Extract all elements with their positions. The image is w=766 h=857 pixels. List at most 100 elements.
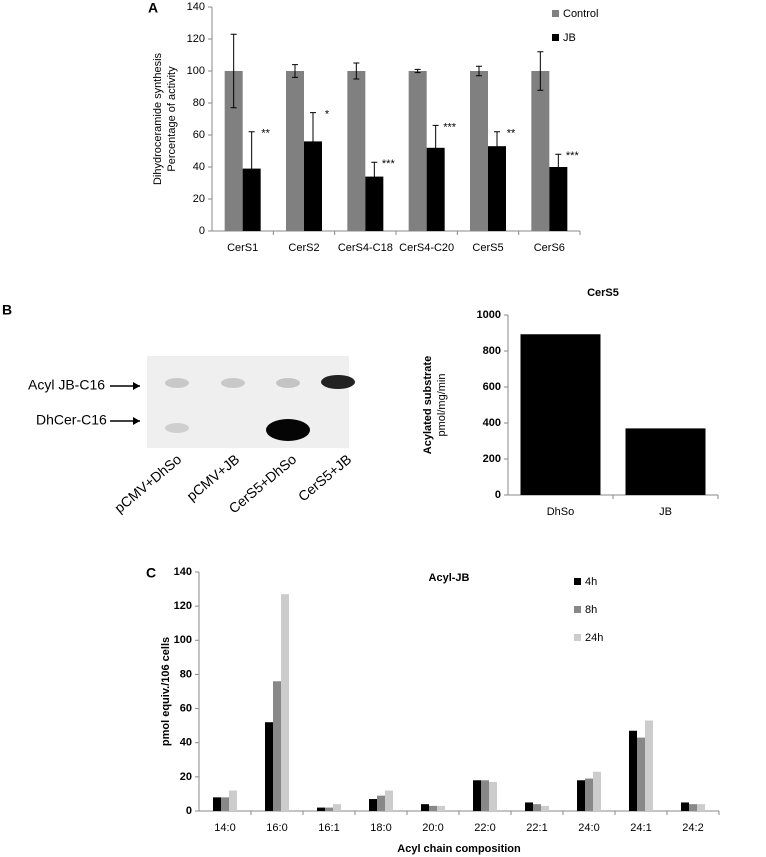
x-tick-label: JB: [659, 506, 672, 518]
y-tick-label: 120: [187, 33, 205, 45]
bar: [347, 71, 366, 231]
gel: Acyl JB-C16 DhCer-C16 pCMV+DhSo pCMV+JB …: [28, 356, 355, 516]
chart-title: Acyl-JB: [429, 572, 470, 584]
legend-swatch: [574, 634, 581, 641]
bar: [221, 797, 229, 811]
x-tick-label: 24:2: [682, 822, 703, 834]
y-tick-label: 0: [199, 225, 205, 237]
bar: [488, 146, 506, 231]
x-tick-label: 24:1: [630, 822, 651, 834]
error-bar: [292, 64, 298, 78]
x-tick-label: 18:0: [370, 822, 391, 834]
error-bar: [494, 131, 500, 162]
bar: [577, 780, 585, 811]
lane-label: pCMV+DhSo: [111, 451, 184, 516]
y-tick-label: 80: [180, 668, 192, 680]
bar: [473, 780, 481, 811]
bar: [429, 805, 437, 811]
error-bar: [537, 51, 544, 91]
x-tick-label: CerS6: [534, 242, 565, 254]
y-tick-label: 40: [180, 737, 192, 749]
y-tick-label: 400: [483, 417, 501, 429]
significance: **: [261, 128, 270, 140]
y-tick-label: 60: [180, 702, 192, 714]
significance: ***: [566, 150, 580, 162]
y-axis-label: pmol/mg/min: [436, 374, 448, 437]
y-tick-label: 100: [174, 634, 192, 646]
bar: [281, 594, 289, 811]
bar: [629, 730, 637, 811]
y-tick-label: 100: [187, 65, 205, 77]
y-axis-label: Acylated substrate: [422, 356, 434, 454]
y-axis-label: Dihydroceramide synthesis: [152, 52, 164, 185]
gel-image: [147, 356, 349, 448]
x-tick-label: 22:1: [526, 822, 547, 834]
legend-label: 8h: [585, 604, 597, 616]
error-bar: [310, 112, 316, 171]
bar: [333, 804, 341, 811]
legend-label: JB: [563, 32, 576, 44]
bar: [520, 334, 601, 495]
panel-label: A: [148, 0, 158, 16]
bar: [369, 799, 377, 811]
x-tick-label: 22:0: [474, 822, 495, 834]
bar: [625, 428, 706, 495]
significance: ***: [382, 158, 396, 170]
panel-label: C: [146, 565, 156, 581]
bar: [593, 771, 601, 811]
y-axis-label: pmol equiv./106 cells: [160, 637, 172, 746]
x-tick-label: 24:0: [578, 822, 599, 834]
legend-label: 24h: [585, 632, 603, 644]
y-tick-label: 140: [187, 1, 205, 13]
bar: [273, 681, 281, 811]
bar: [426, 147, 445, 231]
bar: [377, 795, 385, 811]
bar: [681, 802, 689, 811]
legend-swatch: [552, 34, 559, 41]
error-bar: [248, 131, 255, 206]
x-tick-label: 16:0: [266, 822, 287, 834]
error-bar: [432, 124, 439, 171]
error-bar: [414, 68, 421, 74]
y-tick-label: 800: [483, 345, 501, 357]
legend-swatch: [552, 10, 559, 17]
y-tick-label: 140: [174, 566, 192, 578]
x-tick-label: CerS2: [288, 242, 319, 254]
band-label: Acyl JB-C16: [28, 377, 105, 393]
bar: [549, 167, 568, 231]
gel-band: [321, 375, 355, 389]
x-tick-label: DhSo: [547, 506, 575, 518]
y-tick-label: 20: [193, 193, 205, 205]
error-bar: [476, 65, 482, 77]
y-tick-label: 80: [193, 97, 205, 109]
bar: [229, 790, 237, 811]
x-tick-label: CerS4-C20: [399, 242, 454, 254]
gel-band: [221, 378, 245, 388]
bar: [481, 780, 489, 811]
bar: [224, 71, 243, 231]
bar: [317, 807, 325, 811]
bar: [489, 781, 497, 811]
bar: [585, 778, 593, 811]
bar: [265, 722, 273, 811]
bar: [365, 176, 384, 231]
y-tick-label: 600: [483, 381, 501, 393]
x-tick-label: CerS1: [227, 242, 258, 254]
bar: [645, 720, 653, 811]
gel-band: [276, 378, 300, 388]
x-tick-label: 14:0: [214, 822, 235, 834]
legend-swatch: [574, 606, 581, 613]
legend-swatch: [574, 578, 581, 585]
bar: [637, 737, 645, 811]
bar: [304, 141, 322, 231]
y-tick-label: 120: [174, 600, 192, 612]
y-tick-label: 200: [483, 453, 501, 465]
bar: [541, 805, 549, 811]
gel-band: [266, 419, 310, 441]
bar: [385, 790, 393, 811]
gel-band: [165, 378, 189, 388]
x-tick-label: 20:0: [422, 822, 443, 834]
bar: [421, 804, 429, 811]
y-tick-label: 1000: [477, 309, 501, 321]
